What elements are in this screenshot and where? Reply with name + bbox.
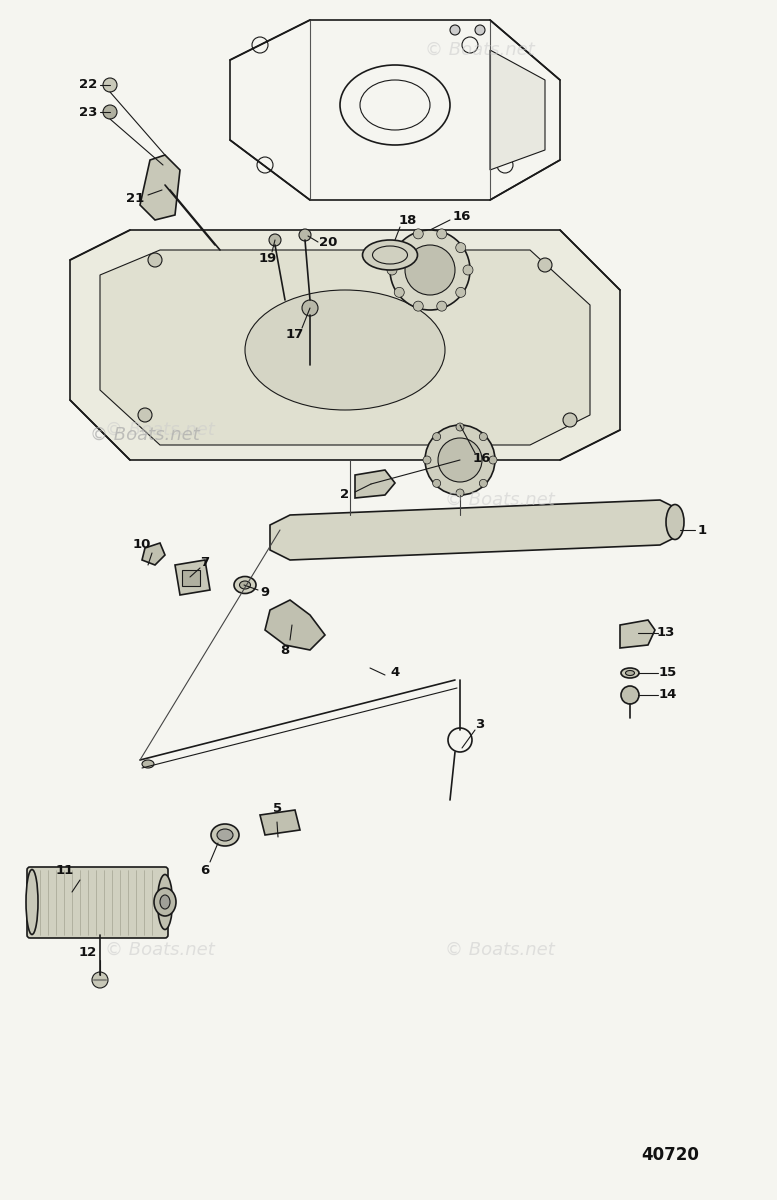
Text: 19: 19 <box>259 252 277 264</box>
Circle shape <box>437 301 447 311</box>
Text: 4: 4 <box>390 666 399 678</box>
Circle shape <box>387 265 397 275</box>
Circle shape <box>450 25 460 35</box>
Ellipse shape <box>26 870 38 935</box>
Text: 23: 23 <box>78 106 97 119</box>
Circle shape <box>456 422 464 431</box>
Text: 3: 3 <box>476 719 485 732</box>
Polygon shape <box>260 810 300 835</box>
Circle shape <box>538 258 552 272</box>
Polygon shape <box>490 50 545 170</box>
Text: 6: 6 <box>200 864 210 876</box>
Ellipse shape <box>625 671 635 676</box>
Polygon shape <box>100 250 590 445</box>
Text: © Boats.net: © Boats.net <box>445 491 555 509</box>
Circle shape <box>394 287 404 298</box>
Circle shape <box>563 413 577 427</box>
Circle shape <box>621 686 639 704</box>
Circle shape <box>425 425 495 494</box>
Text: 10: 10 <box>133 539 152 552</box>
Text: 12: 12 <box>79 946 97 959</box>
Text: 20: 20 <box>319 235 337 248</box>
Polygon shape <box>70 230 620 460</box>
Text: 14: 14 <box>659 689 678 702</box>
Polygon shape <box>175 560 210 595</box>
Text: © Boats.net: © Boats.net <box>105 941 215 959</box>
Text: 16: 16 <box>453 210 471 223</box>
Circle shape <box>479 479 487 487</box>
Text: © Boats.net: © Boats.net <box>445 941 555 959</box>
Ellipse shape <box>621 668 639 678</box>
Text: © Boats.net: © Boats.net <box>105 421 215 439</box>
Ellipse shape <box>142 760 154 768</box>
Circle shape <box>456 242 465 253</box>
Circle shape <box>413 301 423 311</box>
Ellipse shape <box>211 824 239 846</box>
Text: 1: 1 <box>698 523 706 536</box>
Text: 2: 2 <box>340 488 350 502</box>
Text: 15: 15 <box>659 666 677 679</box>
Circle shape <box>433 433 441 440</box>
Ellipse shape <box>217 829 233 841</box>
Ellipse shape <box>363 240 417 270</box>
Text: 22: 22 <box>79 78 97 91</box>
Polygon shape <box>620 620 655 648</box>
Ellipse shape <box>239 581 250 589</box>
Ellipse shape <box>245 290 445 410</box>
Circle shape <box>299 229 311 241</box>
Circle shape <box>138 408 152 422</box>
Ellipse shape <box>666 504 684 540</box>
Circle shape <box>437 229 447 239</box>
Text: 17: 17 <box>286 329 304 342</box>
Circle shape <box>103 104 117 119</box>
Circle shape <box>463 265 473 275</box>
Circle shape <box>92 972 108 988</box>
Text: 16: 16 <box>473 451 491 464</box>
Text: 9: 9 <box>260 586 270 599</box>
Polygon shape <box>140 155 180 220</box>
Circle shape <box>148 253 162 266</box>
Circle shape <box>269 234 281 246</box>
Circle shape <box>475 25 485 35</box>
Text: 11: 11 <box>56 864 74 876</box>
Polygon shape <box>142 542 165 565</box>
Circle shape <box>103 78 117 92</box>
Text: 13: 13 <box>657 626 675 640</box>
Circle shape <box>489 456 497 464</box>
Circle shape <box>394 242 404 253</box>
Circle shape <box>405 245 455 295</box>
Text: © Boats.net: © Boats.net <box>425 41 535 59</box>
Text: © Boats.net: © Boats.net <box>90 426 200 444</box>
Bar <box>182 570 200 586</box>
Circle shape <box>423 456 431 464</box>
Text: 7: 7 <box>200 556 210 569</box>
Circle shape <box>390 230 470 310</box>
Circle shape <box>438 438 482 482</box>
Ellipse shape <box>158 875 172 930</box>
Text: 18: 18 <box>399 215 417 228</box>
Polygon shape <box>355 470 395 498</box>
Ellipse shape <box>154 888 176 916</box>
Circle shape <box>456 287 465 298</box>
Text: 8: 8 <box>280 643 290 656</box>
Circle shape <box>302 300 318 316</box>
Text: 5: 5 <box>274 802 283 815</box>
Circle shape <box>413 229 423 239</box>
Text: 40720: 40720 <box>641 1146 699 1164</box>
Circle shape <box>479 433 487 440</box>
FancyBboxPatch shape <box>27 866 168 938</box>
Polygon shape <box>265 600 325 650</box>
Circle shape <box>456 490 464 497</box>
Ellipse shape <box>234 576 256 594</box>
Polygon shape <box>270 500 680 560</box>
Circle shape <box>433 479 441 487</box>
Text: 21: 21 <box>126 192 144 204</box>
Ellipse shape <box>160 895 170 910</box>
